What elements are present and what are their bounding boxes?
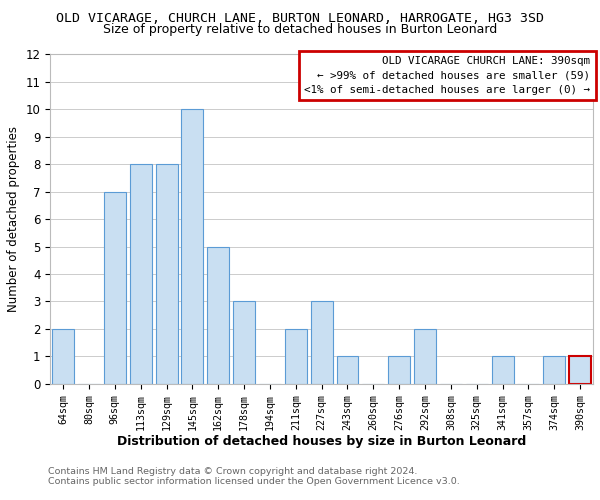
- Bar: [181, 110, 203, 384]
- Text: OLD VICARAGE, CHURCH LANE, BURTON LEONARD, HARROGATE, HG3 3SD: OLD VICARAGE, CHURCH LANE, BURTON LEONAR…: [56, 12, 544, 26]
- Text: Contains public sector information licensed under the Open Government Licence v3: Contains public sector information licen…: [48, 477, 460, 486]
- Bar: [155, 164, 178, 384]
- Bar: [337, 356, 358, 384]
- Bar: [207, 246, 229, 384]
- Bar: [52, 329, 74, 384]
- Bar: [311, 302, 332, 384]
- Y-axis label: Number of detached properties: Number of detached properties: [7, 126, 20, 312]
- Text: Size of property relative to detached houses in Burton Leonard: Size of property relative to detached ho…: [103, 24, 497, 36]
- Bar: [414, 329, 436, 384]
- Bar: [543, 356, 565, 384]
- Bar: [388, 356, 410, 384]
- X-axis label: Distribution of detached houses by size in Burton Leonard: Distribution of detached houses by size …: [117, 435, 526, 448]
- Bar: [569, 356, 591, 384]
- Text: Contains HM Land Registry data © Crown copyright and database right 2024.: Contains HM Land Registry data © Crown c…: [48, 467, 418, 476]
- Text: OLD VICARAGE CHURCH LANE: 390sqm
← >99% of detached houses are smaller (59)
<1% : OLD VICARAGE CHURCH LANE: 390sqm ← >99% …: [304, 56, 590, 95]
- Bar: [104, 192, 126, 384]
- Bar: [285, 329, 307, 384]
- Bar: [130, 164, 152, 384]
- Bar: [233, 302, 255, 384]
- Bar: [491, 356, 514, 384]
